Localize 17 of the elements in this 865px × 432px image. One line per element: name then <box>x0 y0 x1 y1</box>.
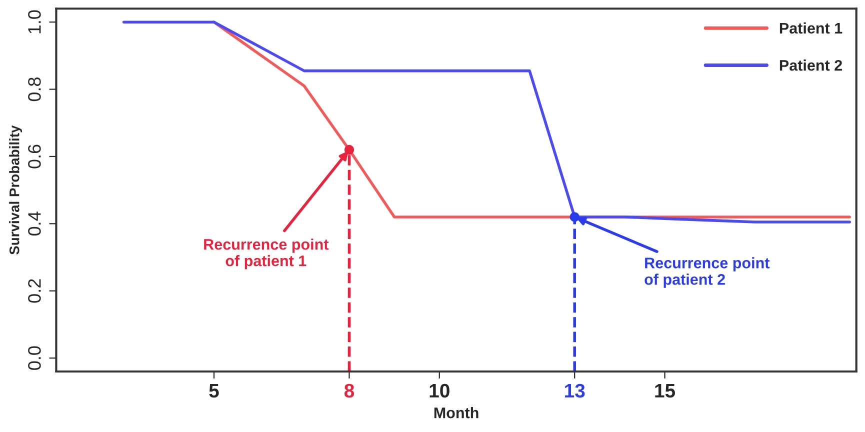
annotation: Recurrence point of patient 1 <box>204 238 329 270</box>
y-tick-label: 0.6 <box>28 144 41 168</box>
y-tick-label: 0.2 <box>28 279 41 303</box>
y-tick-label: 1.0 <box>28 10 41 34</box>
legend-label: Patient 1 <box>780 22 842 34</box>
x-tick-label: 13 <box>565 384 585 398</box>
x-tick-label: 10 <box>430 384 450 398</box>
y-tick-label: 0.4 <box>28 212 41 236</box>
legend-label: Patient 2 <box>780 60 842 71</box>
x-tick-label: 5 <box>209 384 219 398</box>
x-tick-label: 15 <box>655 384 676 398</box>
y-axis-title: Survival Probability <box>9 125 22 255</box>
y-tick-label: 0.8 <box>28 78 41 102</box>
annotation: Recurrence point of patient 2 <box>644 257 770 288</box>
x-axis-title: Month <box>434 407 478 418</box>
y-tick-label: 0.0 <box>28 346 41 370</box>
x-tick-label: 8 <box>344 384 354 398</box>
